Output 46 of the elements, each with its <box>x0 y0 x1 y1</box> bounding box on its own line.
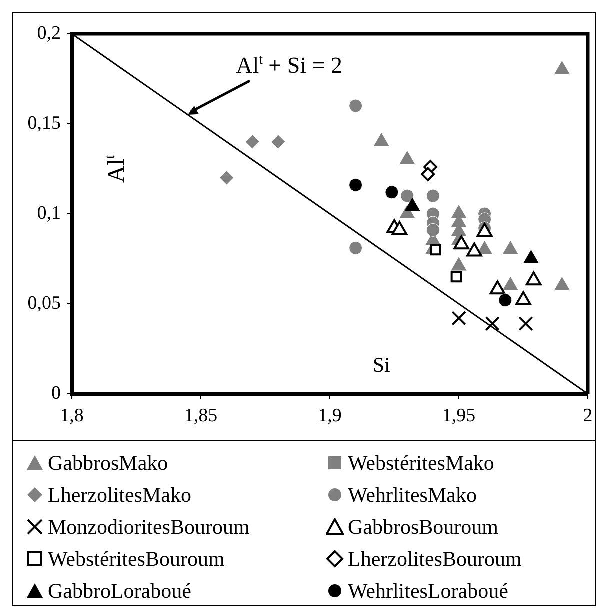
point <box>426 189 440 203</box>
point <box>349 241 363 255</box>
point <box>524 250 539 264</box>
point <box>516 291 532 306</box>
legend-label: WehrlitesMako <box>348 482 477 508</box>
y-tick-label: 0,05 <box>28 292 61 314</box>
x-tick-label: 1,8 <box>60 405 84 426</box>
x-tick-label: 2 <box>583 405 593 426</box>
y-axis-title: Alt <box>102 155 130 183</box>
point <box>400 189 414 203</box>
legend-label: WebstéritesMako <box>348 450 494 476</box>
legend-label: WehrlitesLoraboué <box>348 578 508 604</box>
legend-label: LherzolitesBouroum <box>348 546 522 572</box>
point <box>526 272 542 286</box>
point <box>452 258 466 271</box>
point <box>454 236 470 250</box>
point <box>245 134 260 150</box>
x-axis-title: Si <box>372 353 391 377</box>
point <box>392 221 408 236</box>
x-tick-label: 1,9 <box>318 405 342 426</box>
point <box>503 242 518 254</box>
x-tick-label: 1,95 <box>442 405 476 426</box>
point <box>349 99 363 113</box>
legend-label: MonzodioritesBouroum <box>48 514 250 540</box>
legend-label: GabbroLoraboué <box>48 578 192 604</box>
point <box>466 242 482 257</box>
point <box>421 167 436 182</box>
point <box>271 134 286 150</box>
point <box>220 170 234 186</box>
point <box>349 178 363 192</box>
point <box>426 223 440 237</box>
y-tick-label: 0,1 <box>37 202 61 224</box>
point <box>503 278 518 290</box>
point <box>490 280 506 295</box>
y-tick-label: 0 <box>52 382 61 404</box>
point <box>405 198 420 212</box>
legend-label: GabbrosBouroum <box>348 514 498 540</box>
point <box>385 186 399 200</box>
point <box>430 244 442 256</box>
point <box>554 278 570 290</box>
legend-label: GabbrosMako <box>48 450 168 476</box>
legend-label: WebstéritesBouroum <box>48 546 225 572</box>
x-tick-label: 1,85 <box>184 405 218 426</box>
y-tick-label: 0,15 <box>28 112 61 134</box>
legend-label: LherzolitesMako <box>48 482 192 508</box>
y-tick-label: 0,2 <box>37 22 61 44</box>
